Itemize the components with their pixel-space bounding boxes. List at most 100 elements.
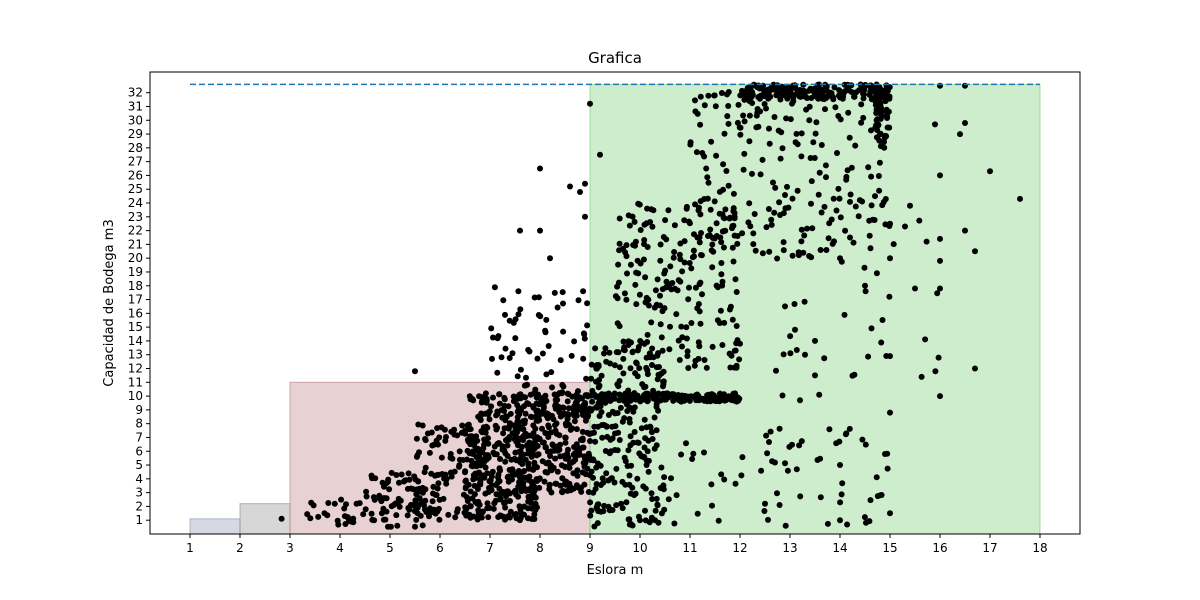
data-point [823, 247, 830, 253]
data-point [584, 322, 591, 329]
data-point [716, 210, 723, 217]
data-point [505, 403, 512, 410]
data-point [542, 329, 549, 336]
data-point [654, 501, 661, 508]
data-point [408, 501, 415, 508]
data-point [584, 300, 591, 307]
data-point [416, 449, 422, 456]
region-1 [189, 518, 241, 535]
data-point [547, 255, 553, 262]
data-point [620, 355, 627, 362]
data-point [509, 350, 516, 357]
data-point [776, 425, 783, 432]
data-point [588, 375, 595, 382]
data-point [430, 483, 437, 490]
y-tick-label: 24 [128, 196, 143, 210]
data-point [634, 439, 641, 446]
data-point [470, 462, 477, 469]
y-tick-label: 29 [128, 127, 143, 141]
data-point [603, 423, 610, 430]
data-point [554, 304, 561, 311]
data-point [686, 284, 692, 291]
data-point [569, 405, 576, 412]
data-point [852, 142, 859, 149]
data-point [855, 213, 862, 220]
data-point [711, 92, 718, 99]
data-point [683, 324, 690, 331]
data-point [404, 485, 411, 492]
data-point [866, 232, 873, 239]
y-tick-label: 1 [135, 513, 143, 527]
data-point [648, 490, 655, 497]
data-point [659, 286, 666, 293]
data-point [740, 166, 747, 173]
data-point [658, 510, 665, 517]
data-point [694, 305, 701, 312]
data-point [512, 487, 519, 494]
data-point [677, 278, 684, 285]
data-point [787, 350, 794, 357]
data-point [489, 355, 495, 362]
data-point [708, 393, 715, 400]
data-point [466, 450, 473, 457]
data-point [649, 223, 656, 230]
data-point [763, 105, 769, 112]
data-point [873, 122, 880, 129]
data-point [615, 261, 622, 268]
data-point [603, 470, 610, 477]
data-point [611, 362, 618, 369]
data-point [615, 429, 622, 436]
data-point [560, 488, 566, 494]
data-point [777, 212, 784, 218]
data-point [575, 388, 581, 395]
data-point [593, 362, 600, 369]
data-point [725, 120, 732, 127]
data-point [704, 174, 711, 181]
data-point [539, 425, 545, 432]
data-point [844, 521, 851, 528]
data-point [1017, 195, 1023, 202]
data-point [554, 447, 561, 454]
data-point [754, 106, 761, 112]
data-point [611, 390, 618, 397]
data-point [718, 239, 725, 246]
data-point [369, 475, 376, 482]
data-point [620, 245, 627, 252]
data-point [701, 449, 707, 456]
data-point [514, 395, 521, 402]
data-point [798, 226, 805, 233]
data-point [789, 252, 796, 259]
data-point [644, 205, 651, 212]
data-point [725, 89, 732, 95]
data-point [626, 419, 633, 426]
data-point [616, 437, 623, 443]
data-point [661, 270, 668, 277]
data-point [834, 150, 840, 156]
data-point [816, 169, 823, 176]
y-tick-label: 14 [128, 334, 143, 348]
data-point [890, 241, 897, 248]
data-point [636, 365, 643, 372]
data-point [596, 377, 602, 383]
data-point [676, 251, 683, 258]
y-tick-label: 27 [128, 155, 143, 169]
data-point [554, 468, 561, 475]
data-point [879, 202, 886, 209]
data-point [443, 480, 450, 487]
data-point [784, 183, 790, 190]
data-point [780, 247, 787, 254]
x-tick-label: 11 [682, 541, 697, 555]
data-point [633, 301, 640, 308]
data-point [579, 435, 586, 442]
data-point [518, 477, 524, 484]
data-point [496, 478, 503, 485]
data-point [432, 492, 439, 498]
data-point [782, 192, 788, 198]
data-point [506, 423, 513, 430]
data-point [797, 397, 803, 404]
data-point [626, 516, 633, 523]
data-point [638, 452, 645, 459]
data-point [729, 244, 736, 251]
data-point [542, 444, 549, 451]
data-point [572, 450, 578, 457]
